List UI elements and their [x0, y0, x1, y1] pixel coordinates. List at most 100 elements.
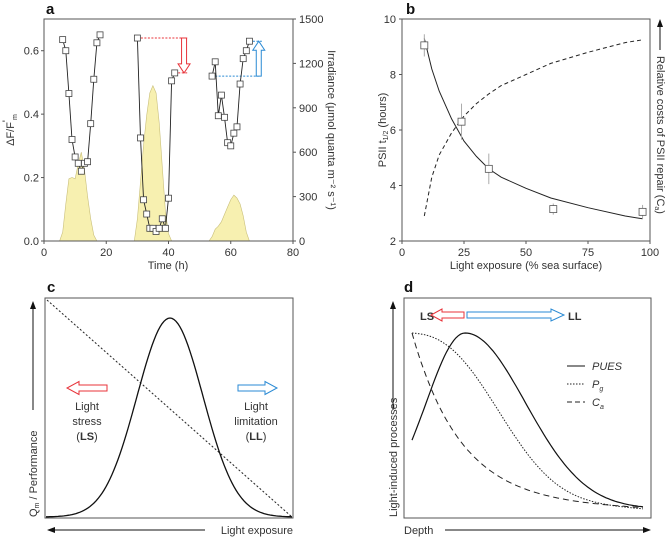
panel-label-c: c [47, 279, 55, 296]
y2-tick-label: 600 [299, 147, 317, 159]
ylabel-main: ΔF/F [5, 122, 17, 146]
ll-arrow-icon [466, 308, 566, 322]
ls-abbr-text: LS [80, 431, 94, 443]
irradiance-area [208, 194, 250, 242]
legend-sub: g [599, 386, 603, 393]
data-point [227, 142, 235, 150]
data-point [74, 159, 82, 167]
ll-line2: limitation [234, 416, 277, 428]
panel-c: Light stress (LS) Light limitation (LL) … [28, 297, 294, 537]
x-tick-label: 0 [399, 247, 405, 259]
ls-line2: stress [72, 416, 102, 428]
y-tick-label: 0.0 [24, 236, 39, 248]
panel-label-b: b [406, 1, 415, 18]
ylabel-main: Q [28, 508, 40, 517]
data-point [171, 69, 179, 77]
fit-solid-line [423, 38, 643, 220]
data-point [68, 136, 76, 143]
down-arrow-icon [177, 37, 191, 74]
panel-label-a: a [46, 1, 55, 18]
x-tick-label: 25 [458, 247, 470, 259]
data-point [246, 37, 253, 45]
ylabel-prime: ' [1, 120, 13, 122]
y2-tick-label: 1200 [299, 58, 323, 70]
data-point [93, 39, 101, 47]
panel-b-series [420, 34, 647, 220]
panel-d: LS LL PUES Pg Ca Light-induced processes… [388, 297, 652, 537]
data-point [168, 77, 176, 85]
light-limitation-arrow-icon [237, 380, 279, 396]
paren: ( [246, 431, 250, 443]
data-point [158, 215, 166, 223]
paren: ) [94, 431, 98, 443]
data-point [230, 129, 238, 137]
y-tick-label: 0.6 [24, 46, 39, 58]
ls-line1: Light [75, 401, 99, 413]
data-point [211, 58, 219, 66]
data-point [133, 34, 141, 42]
panel-c-frame [44, 297, 294, 519]
pues-curve [411, 332, 644, 508]
data-point [457, 117, 466, 126]
light-stress-arrow-icon [65, 380, 108, 396]
x-tick-label: 60 [225, 247, 237, 259]
x-tick-label: 75 [582, 247, 594, 259]
panel-label-d: d [404, 279, 413, 296]
ylabel-rest: (hours) [377, 93, 389, 131]
y2-tick-label: 300 [299, 192, 317, 204]
fluorescence-series [59, 31, 253, 235]
x-tick-label: 80 [287, 247, 299, 259]
data-point [218, 91, 225, 99]
panel-a-ticks: 0 20 40 60 80 0.0 0.2 0.4 0.6 0 300 600 900 1200 1500 [24, 14, 324, 259]
ll-line1: Light [244, 401, 268, 413]
legend-sub: a [600, 404, 604, 411]
pg-curve [411, 332, 644, 510]
x-tick-label: 20 [100, 247, 112, 259]
data-point [77, 167, 85, 175]
panel-a: 0 20 40 60 800.00.20.40.6030060090012001500 … [1, 14, 337, 272]
y-tick-label: 0.4 [24, 109, 39, 121]
data-point [137, 134, 144, 142]
panel-c-xlabel: Light exposure [221, 525, 293, 537]
x-tick-label: 40 [162, 247, 174, 259]
panel-b-ticks: 0 25 50 75 100 2 4 6 8 10 [384, 14, 659, 259]
y-tick-label: 0.2 [24, 173, 39, 185]
panel-b-xlabel: Light exposure (% sea surface) [450, 260, 602, 272]
data-point [71, 153, 79, 161]
data-point [143, 210, 151, 218]
x-tick-label: 100 [641, 247, 659, 259]
legend-pues: PUES [592, 361, 623, 373]
data-point [90, 75, 98, 83]
ls-arrow-icon [429, 308, 465, 322]
data-point [208, 72, 216, 80]
data-point [96, 31, 104, 39]
panel-b-ylabel: PSII t1/2 (hours) [377, 93, 390, 168]
ll-label: LL [568, 311, 582, 323]
data-point [165, 194, 172, 202]
ll-abbr: (LL) [246, 431, 267, 443]
data-point [549, 205, 558, 213]
paren: ) [263, 431, 267, 443]
legend-pg: Pg [592, 379, 603, 393]
y-tick-label: 6 [390, 125, 396, 137]
y-tick-label: 2 [390, 236, 396, 248]
data-point [233, 123, 241, 131]
y2label-main: Relative costs of PSII repair (C [654, 56, 666, 206]
y2label-sub: a [653, 206, 660, 210]
y-tick-label: 10 [384, 14, 396, 26]
y2-tick-label: 900 [299, 103, 317, 115]
data-point [638, 207, 647, 216]
panel-a-y2label: Irradiance (μmol quanta m⁻² s⁻¹) [325, 50, 337, 210]
y-tick-label: 4 [390, 181, 396, 193]
fluorescence-line [62, 34, 101, 173]
ca-curve [411, 332, 644, 509]
panel-a-annotations [137, 37, 266, 77]
panel-d-xlabel: Depth [404, 525, 433, 537]
panel-b-y2label: Relative costs of PSII repair (Ca) [653, 56, 666, 214]
x-tick-label: 50 [520, 247, 532, 259]
legend-name: P [592, 379, 600, 391]
data-point [161, 224, 169, 232]
ll-abbr-text: LL [249, 431, 263, 443]
panel-d-frame [403, 297, 652, 519]
up-arrow-icon [251, 40, 266, 77]
